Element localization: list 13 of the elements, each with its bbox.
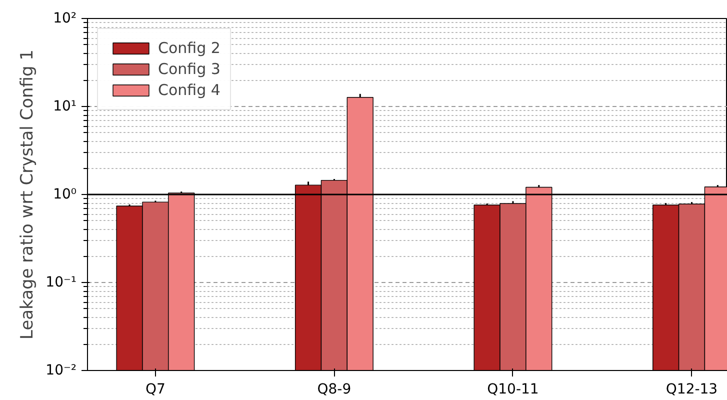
x-tick-label: Q8-9	[317, 382, 352, 398]
x-tick-label: Q12-13	[666, 382, 718, 398]
x-tick-label: Q10-11	[487, 382, 539, 398]
legend-label: Config 3	[158, 60, 220, 78]
y-tick-label: 10¹	[53, 98, 77, 114]
x-tick-label: Q7	[145, 382, 166, 398]
y-tick-label: 10⁰	[53, 186, 77, 202]
legend-label: Config 4	[158, 81, 220, 99]
y-tick-label: 10⁻²	[46, 362, 77, 378]
y-tick-label: 10⁻¹	[46, 274, 77, 290]
y-tick-label: 10²	[53, 10, 77, 26]
y-axis-title: Leakage ratio wrt Crystal Config 1	[18, 50, 38, 340]
legend-label: Config 2	[158, 39, 220, 57]
